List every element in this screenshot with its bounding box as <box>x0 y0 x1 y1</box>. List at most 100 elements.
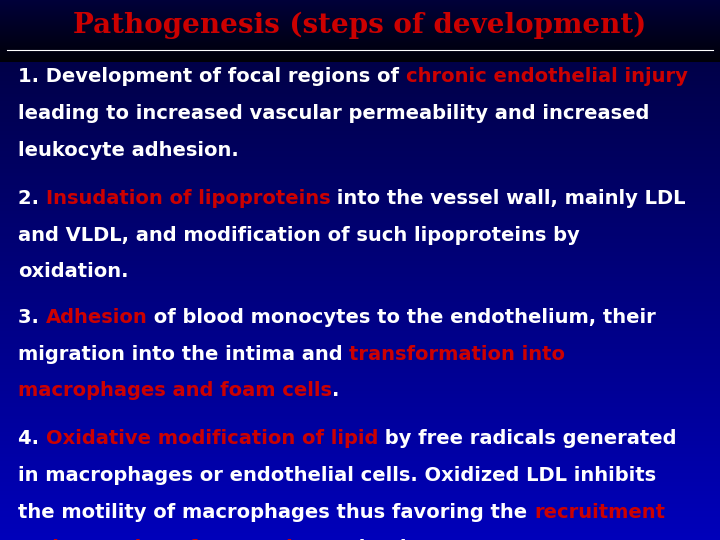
Text: 3.: 3. <box>18 308 45 327</box>
Bar <box>0 315 720 317</box>
Bar <box>0 15 720 16</box>
Bar <box>0 29 720 30</box>
Bar <box>0 171 720 173</box>
Bar <box>0 4 720 5</box>
Text: Adhesion: Adhesion <box>45 308 148 327</box>
Bar <box>0 328 720 329</box>
Bar <box>0 46 720 47</box>
Bar <box>0 427 720 428</box>
Bar <box>0 56 720 58</box>
Bar <box>0 0 720 2</box>
Bar <box>0 286 720 288</box>
Bar <box>0 69 720 70</box>
Bar <box>0 274 720 275</box>
Bar <box>0 263 720 265</box>
Bar <box>0 302 720 304</box>
Bar <box>0 245 720 247</box>
Bar <box>0 25 720 27</box>
Bar <box>0 416 720 417</box>
Text: Insudation of lipoproteins: Insudation of lipoproteins <box>46 189 330 208</box>
Bar <box>0 187 720 189</box>
Bar <box>0 53 720 54</box>
Bar <box>0 58 720 59</box>
Bar <box>0 396 720 398</box>
Bar <box>0 15 720 16</box>
Bar <box>0 468 720 470</box>
Bar <box>0 51 720 52</box>
Bar <box>0 42 720 43</box>
Bar <box>0 252 720 254</box>
Bar <box>0 28 720 29</box>
Bar <box>0 76 720 77</box>
Bar <box>0 471 720 474</box>
Bar <box>0 58 720 59</box>
Text: by free radicals generated: by free radicals generated <box>378 429 677 448</box>
Bar <box>0 45 720 46</box>
Bar <box>0 454 720 455</box>
Bar <box>0 486 720 488</box>
Bar <box>0 32 720 33</box>
Bar <box>0 41 720 42</box>
Bar <box>0 124 720 126</box>
Bar <box>0 403 720 405</box>
Bar <box>0 255 720 258</box>
Bar <box>0 140 720 142</box>
Text: 2.: 2. <box>18 189 46 208</box>
Bar <box>0 452 720 454</box>
Bar <box>0 12 720 13</box>
Bar <box>0 420 720 421</box>
Bar <box>0 56 720 57</box>
Bar <box>0 196 720 198</box>
Bar <box>0 223 720 225</box>
Bar <box>0 436 720 437</box>
Bar <box>0 279 720 281</box>
Text: Oxidative modification of lipid: Oxidative modification of lipid <box>46 429 378 448</box>
Bar <box>0 37 720 38</box>
Bar <box>0 155 720 157</box>
Bar <box>0 33 720 34</box>
Text: leukocyte adhesion.: leukocyte adhesion. <box>18 141 239 160</box>
Bar <box>0 358 720 360</box>
Bar <box>0 342 720 344</box>
Bar <box>0 83 720 85</box>
Bar <box>0 212 720 214</box>
Bar <box>0 450 720 452</box>
Bar <box>0 133 720 135</box>
Bar <box>0 277 720 279</box>
Bar <box>0 74 720 76</box>
Bar <box>0 437 720 439</box>
Bar <box>0 340 720 342</box>
Bar <box>0 356 720 358</box>
Bar <box>0 309 720 312</box>
Bar <box>0 47 720 49</box>
Bar <box>0 22 720 23</box>
Bar <box>0 333 720 335</box>
Bar <box>0 355 720 356</box>
Bar <box>0 405 720 407</box>
Bar <box>0 455 720 457</box>
Bar <box>0 517 720 518</box>
Bar <box>0 146 720 147</box>
Bar <box>0 42 720 43</box>
Bar <box>0 24 720 25</box>
Bar <box>0 529 720 531</box>
Bar <box>0 205 720 207</box>
Bar <box>0 128 720 130</box>
Bar <box>0 36 720 38</box>
Bar <box>0 400 720 401</box>
Bar <box>0 97 720 99</box>
Bar <box>0 49 720 50</box>
Bar <box>0 482 720 484</box>
Bar <box>0 7 720 9</box>
Bar <box>0 498 720 501</box>
Bar <box>0 158 720 160</box>
Bar <box>0 39 720 40</box>
Bar <box>0 178 720 180</box>
Bar <box>0 216 720 218</box>
Bar <box>0 282 720 285</box>
Bar <box>0 225 720 227</box>
Bar <box>0 120 720 123</box>
Bar <box>0 1 720 2</box>
Bar <box>0 239 720 241</box>
Bar <box>0 398 720 400</box>
